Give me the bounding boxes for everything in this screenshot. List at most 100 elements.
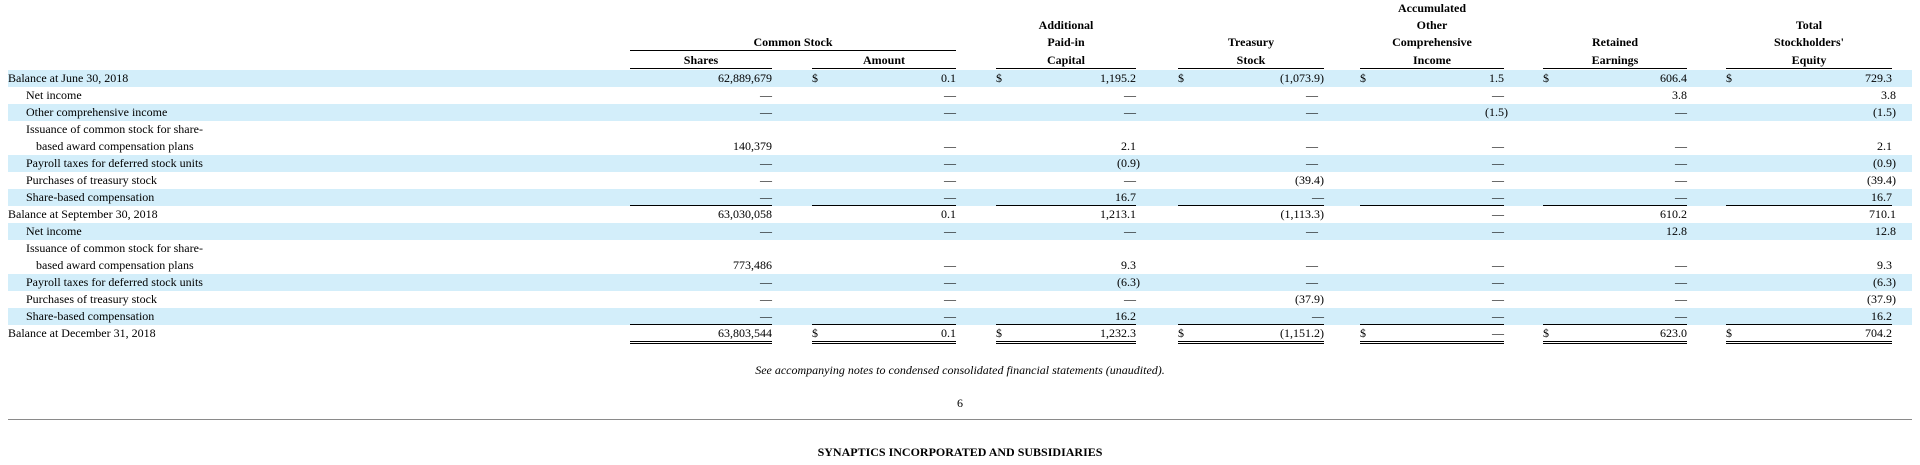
cell-amount: — [944, 105, 956, 119]
currency-symbol: $ [1360, 71, 1366, 85]
cell-retained: — [1675, 139, 1687, 153]
cell-aoci: — [1492, 139, 1504, 153]
cell-shares: 63,803,544 [630, 325, 772, 344]
currency-symbol: $ [1178, 326, 1184, 340]
cell-total: (37.9) [1867, 292, 1896, 306]
cell-retained: — [1675, 292, 1687, 306]
cell-shares: 62,889,679 [718, 71, 772, 85]
cell-retained: — [1675, 275, 1687, 289]
row-label: Purchases of treasury stock [26, 292, 157, 306]
row-label-line1: Issuance of common stock for share- [26, 241, 203, 255]
header-retained-line2: Earnings [1543, 52, 1687, 69]
cell-amount: 0.1 [812, 325, 956, 344]
cell-total: 16.7 [1726, 189, 1892, 206]
cell-total: 704.2 [1726, 325, 1892, 344]
cell-aoci: — [1492, 156, 1504, 170]
cell-treasury: — [1306, 224, 1318, 238]
cell-treasury: (37.9) [1295, 292, 1324, 306]
currency-symbol: $ [1360, 326, 1366, 340]
row-band [8, 274, 1912, 291]
header-retained-line1: Retained [1592, 35, 1638, 49]
cell-retained: 610.2 [1660, 207, 1687, 221]
cell-retained: — [1675, 156, 1687, 170]
cell-treasury: — [1306, 105, 1318, 119]
cell-total: (1.5) [1873, 105, 1896, 119]
footnote: See accompanying notes to condensed cons… [755, 363, 1165, 377]
cell-shares: — [760, 88, 772, 102]
row-label-line2: based award compensation plans [36, 258, 194, 272]
cell-treasury: — [1178, 308, 1324, 325]
cell-treasury: — [1306, 88, 1318, 102]
cell-aoci: — [1492, 258, 1504, 272]
cell-apic: 2.1 [1121, 139, 1136, 153]
row-label: Balance at December 31, 2018 [8, 326, 156, 340]
cell-aoci: — [1360, 325, 1504, 344]
cell-shares: 63,030,058 [718, 207, 772, 221]
header-treasury-line2: Stock [1178, 52, 1324, 69]
header-aoci-line2: Other [1416, 18, 1448, 32]
cell-apic: 16.7 [996, 189, 1136, 206]
cell-apic: 16.2 [996, 308, 1136, 325]
cell-treasury: — [1178, 189, 1324, 206]
currency-symbol: $ [1543, 71, 1549, 85]
company-heading: SYNAPTICS INCORPORATED AND SUBSIDIARIES [817, 445, 1103, 459]
cell-aoci: — [1492, 292, 1504, 306]
cell-amount: — [944, 258, 956, 272]
cell-treasury: (1,151.2) [1178, 325, 1324, 344]
cell-shares: — [760, 224, 772, 238]
cell-aoci: — [1360, 308, 1504, 325]
cell-amount: — [944, 139, 956, 153]
cell-apic: — [1124, 224, 1136, 238]
row-band [8, 189, 1912, 206]
cell-treasury: (1,073.9) [1280, 71, 1324, 85]
header-apic-line3: Capital [996, 52, 1136, 69]
header-aoci-line1: Accumulated [1398, 1, 1466, 15]
row-label: Payroll taxes for deferred stock units [26, 156, 203, 170]
cell-total: 9.3 [1877, 258, 1892, 272]
row-band [8, 104, 1912, 121]
cell-apic: 1,232.3 [996, 325, 1136, 344]
row-label: Net income [26, 88, 82, 102]
currency-symbol: $ [1726, 326, 1732, 340]
cell-treasury: — [1306, 275, 1318, 289]
cell-aoci: — [1492, 207, 1504, 221]
cell-aoci: — [1492, 275, 1504, 289]
cell-shares: — [760, 105, 772, 119]
cell-retained: 623.0 [1543, 325, 1687, 344]
header-aoci-line4: Income [1360, 52, 1504, 69]
cell-total: (39.4) [1867, 173, 1896, 187]
cell-apic: — [1124, 173, 1136, 187]
cell-total: (6.3) [1873, 275, 1896, 289]
header-total-line2: Stockholders' [1773, 35, 1844, 49]
row-label: Share-based compensation [26, 190, 155, 204]
page-divider [8, 419, 1912, 420]
header-total-line3: Equity [1726, 52, 1892, 69]
cell-total: 729.3 [1865, 71, 1892, 85]
header-total-line1: Total [1795, 18, 1823, 32]
cell-retained: 3.8 [1672, 88, 1687, 102]
row-label: Net income [26, 224, 82, 238]
cell-shares: — [760, 156, 772, 170]
cell-total: 16.2 [1726, 308, 1892, 325]
cell-amount: 0.1 [941, 71, 956, 85]
cell-aoci: — [1492, 88, 1504, 102]
currency-symbol: $ [1178, 71, 1184, 85]
cell-shares: — [630, 189, 772, 206]
cell-aoci: (1.5) [1485, 105, 1508, 119]
cell-total: 2.1 [1877, 139, 1892, 153]
cell-aoci: — [1492, 224, 1504, 238]
cell-apic: — [1124, 88, 1136, 102]
cell-amount: — [944, 156, 956, 170]
row-band [8, 70, 1912, 87]
cell-total: 3.8 [1881, 88, 1896, 102]
cell-total: 710.1 [1869, 207, 1896, 221]
header-common-stock: Common Stock [630, 34, 956, 51]
cell-aoci: 1.5 [1489, 71, 1504, 85]
cell-apic: (6.3) [1117, 275, 1140, 289]
cell-apic: 9.3 [1121, 258, 1136, 272]
cell-retained: — [1675, 105, 1687, 119]
currency-symbol: $ [1726, 71, 1732, 85]
cell-retained: 606.4 [1660, 71, 1687, 85]
row-label: Balance at June 30, 2018 [8, 71, 129, 85]
row-band [8, 308, 1912, 325]
